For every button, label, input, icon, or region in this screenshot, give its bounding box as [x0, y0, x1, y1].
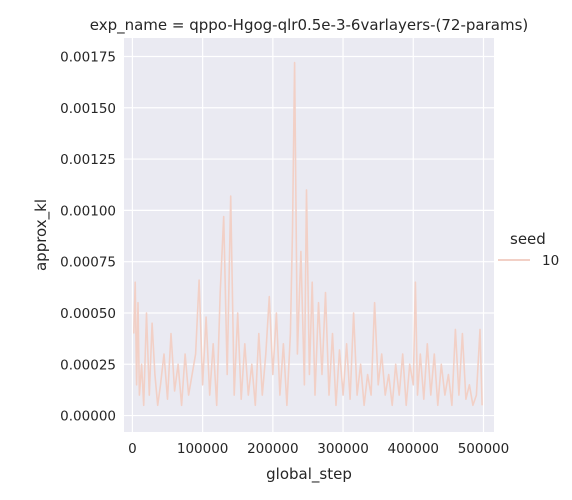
- y-tick-label: 0.00025: [60, 357, 116, 373]
- x-tick-label: 200000: [247, 441, 299, 457]
- x-tick-label: 500000: [458, 441, 510, 457]
- y-tick-label: 0.00175: [60, 49, 116, 65]
- legend: seed 10: [498, 230, 559, 269]
- series-layer: [133, 61, 483, 407]
- series-line-10: [133, 61, 483, 407]
- y-tick-label: 0.00050: [60, 306, 116, 322]
- x-tick-label: 0: [128, 441, 137, 457]
- x-tick-label: 400000: [387, 441, 439, 457]
- y-tick-label: 0.00125: [60, 152, 116, 168]
- y-tick-label: 0.00075: [60, 255, 116, 271]
- chart-title: exp_name = qppo-Hgog-qlr0.5e-3-6varlayer…: [90, 16, 529, 35]
- x-axis-ticks: 0 100000 200000 300000 400000 500000: [128, 441, 509, 457]
- legend-entry-label: 10: [542, 253, 559, 269]
- x-tick-label: 300000: [317, 441, 369, 457]
- y-axis-ticks: 0.00000 0.00025 0.00050 0.00075 0.00100 0.001…: [60, 49, 116, 424]
- y-tick-label: 0.00150: [60, 101, 116, 117]
- y-axis-label: approx_kl: [32, 199, 51, 271]
- legend-title: seed: [510, 230, 546, 248]
- x-tick-label: 100000: [177, 441, 229, 457]
- x-axis-label: global_step: [266, 465, 352, 484]
- y-tick-label: 0.00100: [60, 203, 116, 219]
- y-tick-label: 0.00000: [60, 409, 116, 425]
